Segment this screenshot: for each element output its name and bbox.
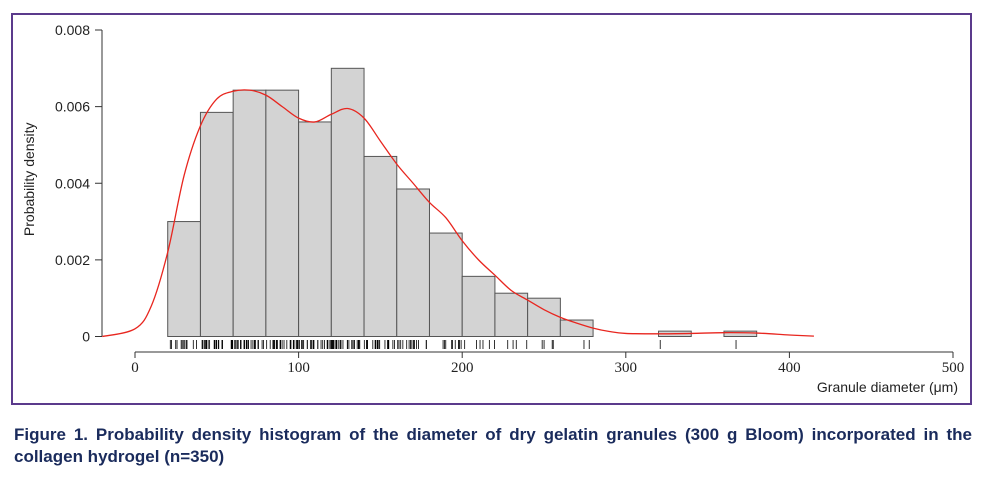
density-curve <box>102 89 814 338</box>
histogram-bar-4 <box>298 121 332 337</box>
y-tick-label-1: 0.002 <box>55 252 90 268</box>
histogram-bar-11 <box>527 297 561 337</box>
x-tick-label-4: 400 <box>778 360 801 376</box>
x-tick-label-5: 500 <box>942 360 965 376</box>
rug-plot <box>169 340 737 349</box>
histogram-bar-6 <box>363 155 398 337</box>
x-axis-label: Granule diameter (μm) <box>817 379 958 395</box>
y-tick-label-3: 0.006 <box>55 99 90 115</box>
histogram-bar-8 <box>428 232 463 337</box>
y-tick-label-0: 0 <box>82 329 90 345</box>
histogram-bar-10 <box>494 292 529 338</box>
histogram-bar-3 <box>265 89 300 338</box>
x-tick-label-3: 300 <box>615 360 638 376</box>
y-axis-label: Probability density <box>21 122 37 236</box>
y-tick-label-2: 0.004 <box>55 175 90 191</box>
histogram-bar-2 <box>232 89 267 338</box>
x-tick-label-0: 0 <box>131 360 139 376</box>
figure-caption: Figure 1. Probability density histogram … <box>14 425 972 466</box>
figure-frame <box>11 13 972 405</box>
histogram-bar-7 <box>396 188 430 337</box>
y-tick-label-4: 0.008 <box>55 22 90 38</box>
histogram-bar-9 <box>461 275 496 337</box>
histogram-bar-0 <box>167 221 201 337</box>
x-tick-label-2: 200 <box>451 360 474 376</box>
x-tick-label-1: 100 <box>287 360 310 376</box>
histogram-bar-1 <box>199 111 234 337</box>
histogram-chart: 0 0.002 0.004 0.006 0.008 Probability density… <box>21 22 965 395</box>
histogram-bar-14 <box>723 330 758 338</box>
